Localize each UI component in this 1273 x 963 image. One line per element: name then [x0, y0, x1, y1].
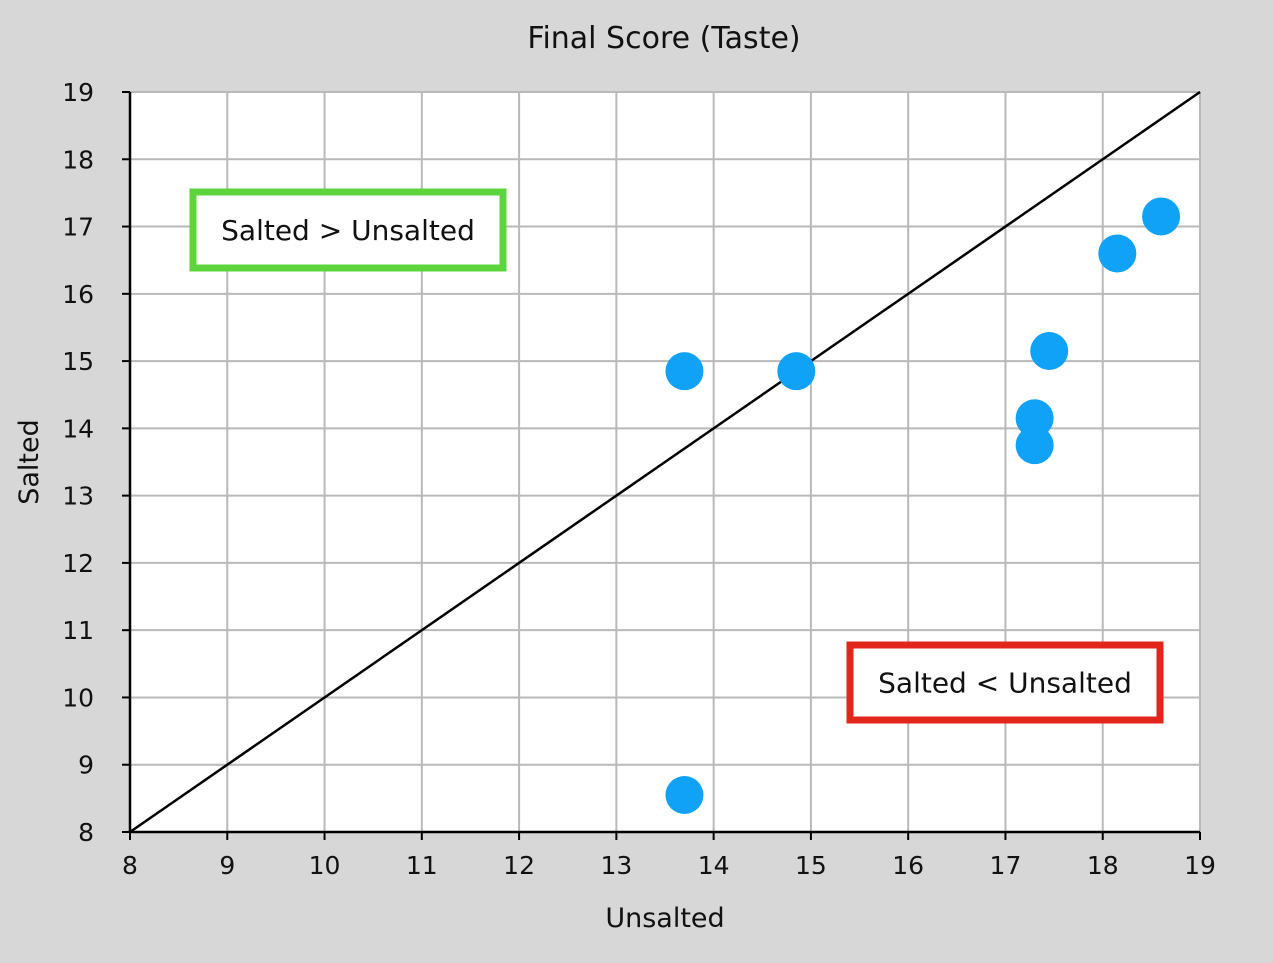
x-tick-label-9: 9 [219, 851, 235, 880]
data-point-2 [777, 352, 816, 391]
x-tick-label-11: 11 [406, 851, 438, 880]
x-tick-label-8: 8 [122, 851, 138, 880]
x-axis-label: Unsalted [605, 903, 724, 934]
y-tick-label-9: 9 [78, 751, 94, 780]
y-tick-label-15: 15 [62, 347, 94, 376]
x-tick-label-12: 12 [503, 851, 535, 880]
reference-line [129, 90, 1201, 834]
data-point-3 [1015, 399, 1054, 438]
y-tick-label-10: 10 [62, 683, 94, 712]
data-point-7 [1142, 197, 1181, 236]
x-tick-label-16: 16 [892, 851, 924, 880]
x-tick-label-18: 18 [1087, 851, 1119, 880]
y-tick-label-18: 18 [62, 145, 94, 174]
tick-labels: 8 9 10 11 12 13 14 15 16 17 18 19 8 9 10 11 12 13 14 15 16 17… [62, 78, 1216, 880]
x-tick-label-15: 15 [795, 851, 827, 880]
annotation-label-2: Salted < Unsalted [878, 667, 1132, 700]
annotations: Salted > Unsalted Salted < Unsalted [189, 188, 1164, 724]
y-tick-label-19: 19 [62, 78, 94, 107]
x-tick-label-13: 13 [600, 851, 632, 880]
y-tick-label-16: 16 [62, 280, 94, 309]
y-tick-label-14: 14 [62, 414, 94, 443]
y-tick-label-17: 17 [62, 213, 94, 242]
annotation-box-2 [846, 641, 1164, 724]
data-point-4 [1015, 426, 1054, 465]
data-points [665, 197, 1181, 814]
y-tick-label-8: 8 [78, 818, 94, 847]
chart-title: Final Score (Taste) [527, 21, 800, 56]
data-point-8 [665, 776, 704, 814]
y-axis-label: Salted [14, 419, 45, 505]
axes [122, 91, 1201, 840]
x-tick-label-19: 19 [1184, 851, 1216, 880]
annotation-label-1: Salted > Unsalted [221, 214, 475, 247]
diagonal-line [129, 90, 1201, 834]
data-point-6 [1098, 234, 1137, 273]
x-tick-label-17: 17 [990, 851, 1022, 880]
y-tick-label-13: 13 [62, 482, 94, 511]
data-point-5 [1030, 332, 1069, 370]
y-tick-label-12: 12 [62, 549, 94, 578]
annotation-box-1 [189, 188, 507, 272]
data-point-1 [665, 352, 704, 391]
y-tick-label-11: 11 [62, 616, 94, 645]
x-tick-label-14: 14 [698, 851, 730, 880]
x-tick-label-10: 10 [309, 851, 341, 880]
